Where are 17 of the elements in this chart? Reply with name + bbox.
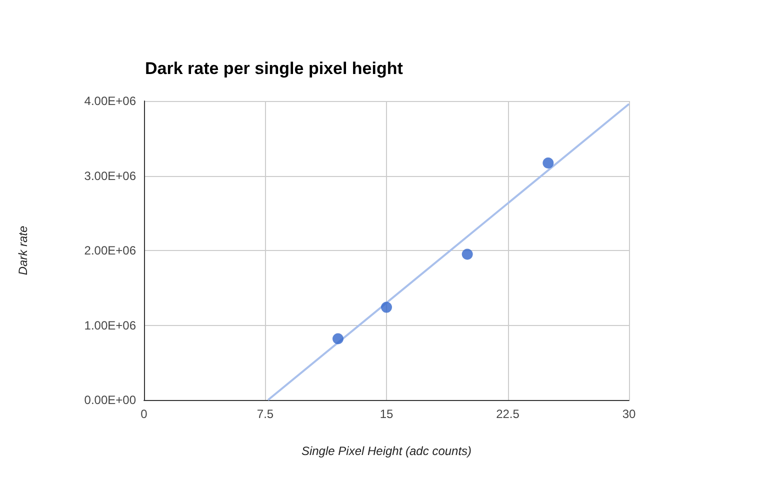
point [462,248,473,260]
x-tick-label: 22.5 [496,407,520,421]
y-tick-label: 4.00E+06 [84,94,136,108]
y-tick-label: 1.00E+06 [84,318,136,332]
x-axis-title: Single Pixel Height (adc counts) [301,444,472,458]
x-tick-label: 0 [140,407,148,421]
y-tick-label: 2.00E+06 [84,244,136,258]
y-tick-label: 3.00E+06 [84,168,136,183]
point [381,302,392,313]
point [542,158,554,169]
y-tick-label: 0.00E+00 [84,393,136,407]
x-tick-label: 30 [622,407,636,421]
y-axis-title: Dark rate [16,226,30,276]
x-tick-label: 15 [380,407,394,421]
chart-title: Dark rate per single pixel height [145,59,404,78]
point [332,333,344,344]
x-tick-label: 7.5 [256,407,274,421]
